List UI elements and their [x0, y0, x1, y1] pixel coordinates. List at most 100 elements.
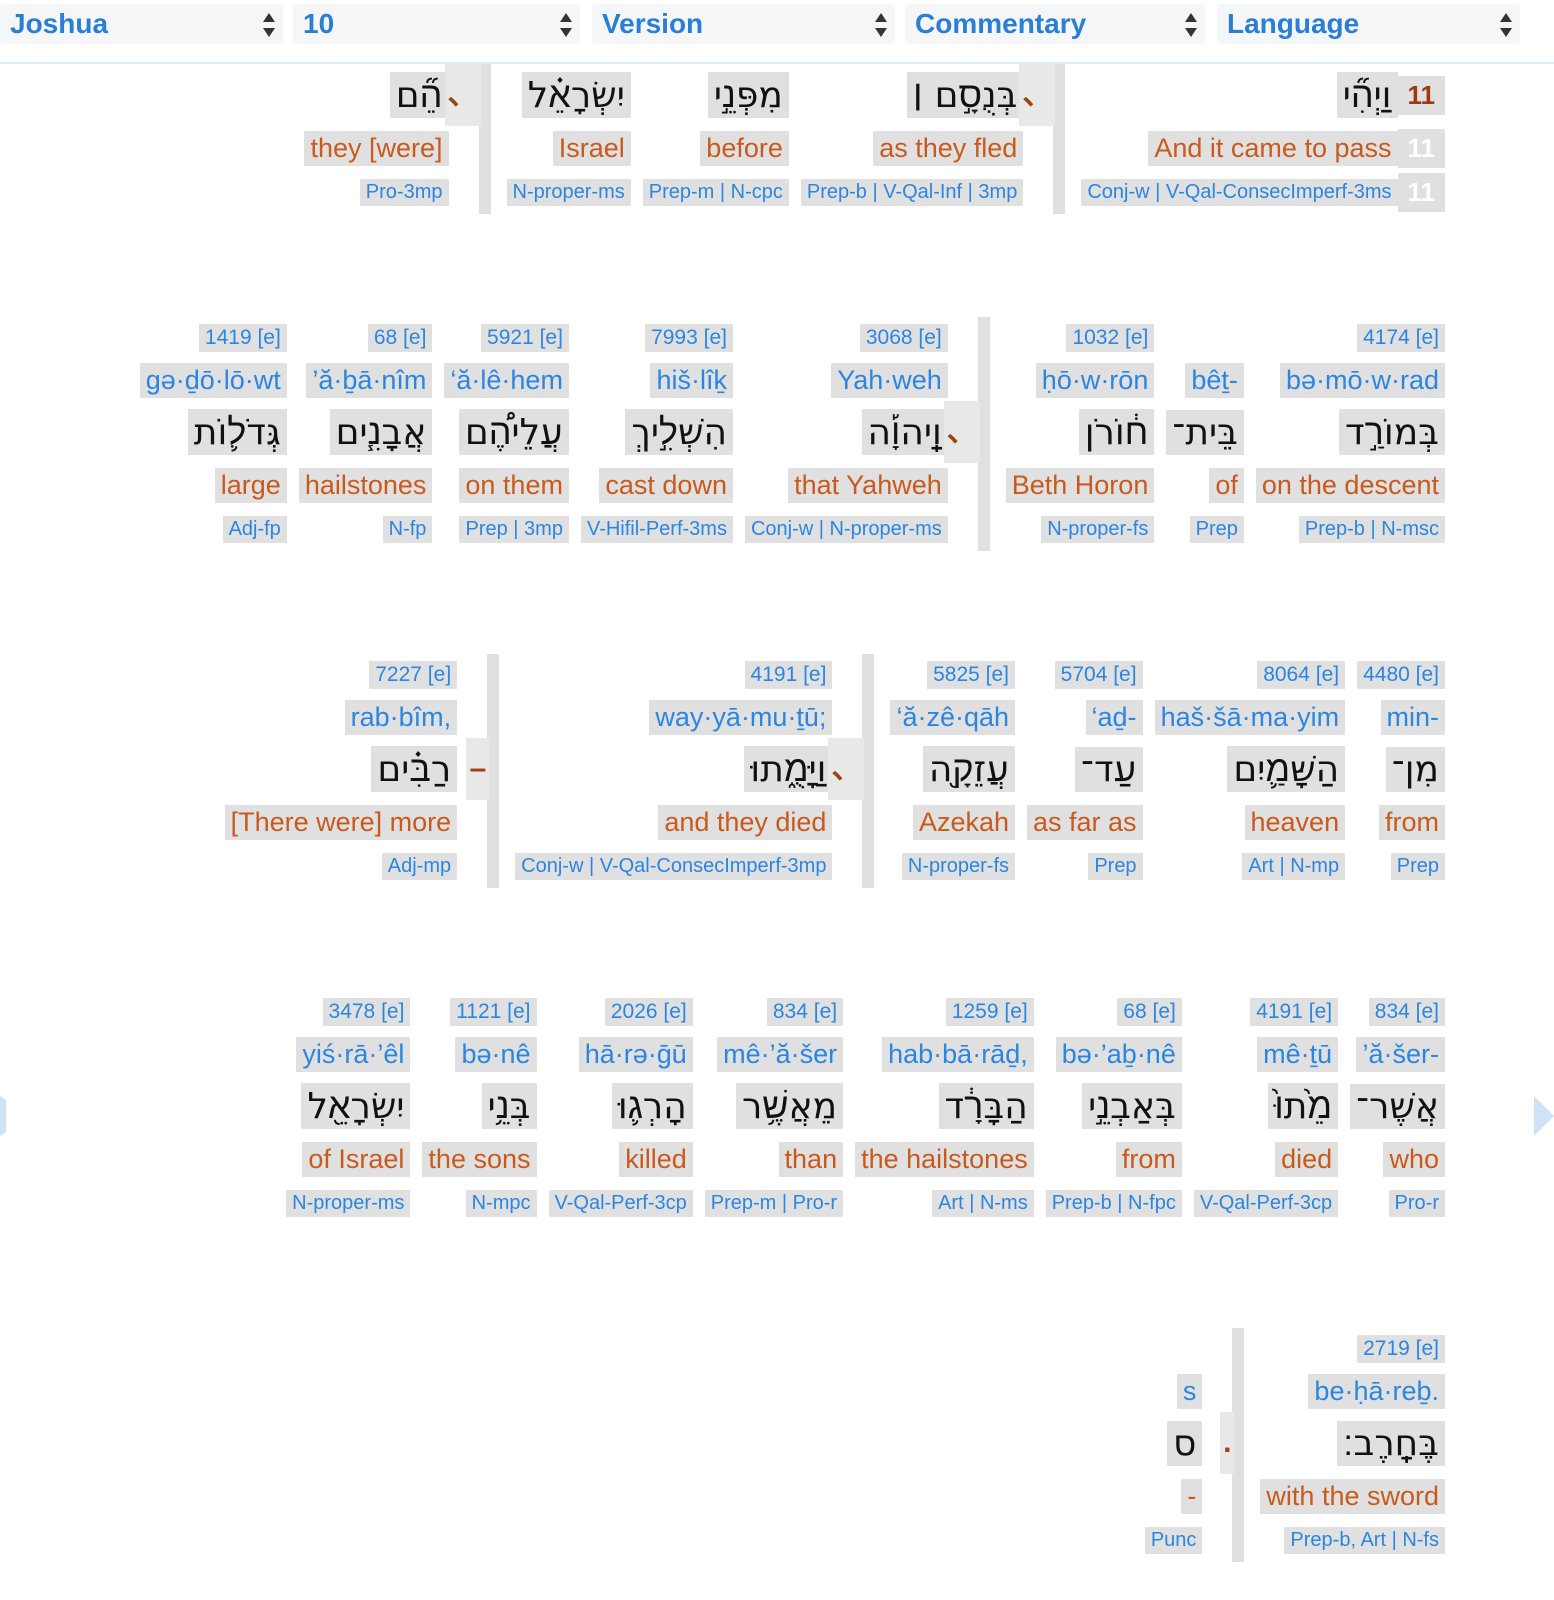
translit-slot: ‘ă·zê·qāh	[890, 696, 1016, 738]
punct-mark: .	[1220, 1412, 1235, 1474]
punct-bar	[1232, 1328, 1245, 1562]
morph-slot: Pro-r	[1388, 1181, 1445, 1225]
english: as far as	[1027, 804, 1143, 840]
morph: Conj-w | N-proper-ms	[744, 515, 948, 543]
select[interactable]: 10	[293, 4, 580, 44]
word: 1259 [e] hab·bā·rāḏ, הַבָּרָ֔ד the hailston…	[855, 991, 1034, 1225]
english-slot: killed	[619, 1137, 693, 1181]
translit: haš·šā·ma·yim	[1154, 699, 1346, 735]
strong: 7993 [e]	[645, 324, 733, 352]
translit-slot: hā·rə·ḡū	[578, 1033, 693, 1075]
strong: 4480 [e]	[1357, 661, 1445, 689]
english-slot: hailstones	[298, 463, 433, 507]
morph-slot: Conj-w | N-proper-ms	[744, 507, 948, 551]
morph-slot: Prep	[1088, 844, 1143, 888]
morph-slot: Prep-m | N-cpc	[642, 170, 789, 214]
strong-slot: 68 [e]	[1117, 991, 1182, 1033]
select-label: Language	[1227, 8, 1360, 39]
verse-row: 4480 [e] min- מִן־ from Prep 8064 [e] haš·šā·m…	[0, 654, 1445, 888]
translit-slot: min-	[1380, 696, 1445, 738]
translit: bə·mō·w·rad	[1279, 362, 1445, 398]
hebrew-slot: יִשְׂרָאֵ֖ל	[301, 1075, 411, 1137]
word: 5825 [e] ‘ă·zê·qāh עֲזֵקָ֖ה Azekah N-proper-…	[890, 654, 1016, 888]
morph-slot: Prep-b, Art | N-fs	[1284, 1518, 1445, 1562]
word: 5704 [e] ‘aḏ- עַד־ as far as Prep	[1027, 654, 1143, 888]
morph: Art | N-ms	[932, 1189, 1034, 1217]
next-arrow[interactable]	[1534, 1096, 1554, 1136]
morph-slot: Pro-3mp	[359, 170, 449, 214]
english: cast down	[599, 467, 733, 503]
morph: Prep | 3mp	[459, 515, 569, 543]
strong: 8064 [e]	[1257, 661, 1346, 689]
morph-slot: Punc	[1144, 1518, 1203, 1562]
translit: ‘ă·zê·qāh	[890, 699, 1016, 735]
morph: N-mpc	[465, 1189, 537, 1217]
verse-number: 11	[1397, 172, 1445, 212]
punct-mark: 、	[1019, 64, 1056, 126]
morph: N-proper-ms	[286, 1189, 411, 1217]
select[interactable]: Language	[1217, 4, 1520, 44]
punctuation: –	[466, 654, 503, 888]
strong: 5704 [e]	[1054, 661, 1143, 689]
select[interactable]: Commentary	[905, 4, 1205, 44]
word: 1121 [e] bə·nê בְּנֵ֥י the sons N-mpc	[422, 991, 537, 1225]
morph-slot: Prep	[1390, 844, 1445, 888]
morph-slot: N-proper-fs	[901, 844, 1016, 888]
select[interactable]: Version	[592, 4, 895, 44]
hebrew: מֵאֲשֶׁ֥ר	[735, 1083, 844, 1129]
english-slot: large	[214, 463, 287, 507]
english-slot: from	[1379, 800, 1445, 844]
english-slot: of	[1209, 463, 1244, 507]
strong: 68 [e]	[367, 324, 433, 352]
select-arrows	[263, 13, 275, 37]
english-slot: who	[1383, 1137, 1445, 1181]
hebrew: הֵ֞ם	[389, 72, 449, 118]
translit: min-	[1380, 699, 1445, 735]
hebrew: וַיְהִ֞י	[1336, 72, 1398, 118]
morph-slot: Prep	[1189, 507, 1244, 551]
strong: 7227 [e]	[369, 661, 458, 689]
strong-slot: 1259 [e]	[945, 991, 1034, 1033]
strong: 5921 [e]	[481, 324, 569, 352]
translit: hā·rə·ḡū	[578, 1036, 693, 1072]
strong-slot: 834 [e]	[766, 991, 844, 1033]
hebrew: ח֔וֹרֹן	[1078, 409, 1155, 455]
hebrew-slot: עֲלֵיהֶ֠ם	[458, 401, 569, 463]
english: than	[778, 1141, 844, 1177]
hebrew: עַד־	[1075, 746, 1143, 792]
hebrew-slot: אֲבָנִ֧ים	[329, 401, 433, 463]
hebrew-slot: מֵ֙תוּ֙	[1268, 1075, 1339, 1137]
word: 834 [e] ’ă·šer- אֲשֶׁר־ who Pro-r	[1350, 991, 1445, 1225]
word: bêṯ- בֵּית־ of Prep	[1166, 317, 1244, 551]
select-arrows	[1185, 13, 1197, 37]
translit-slot: gə·ḏō·lō·wt	[139, 359, 287, 401]
english: [There were] more	[224, 804, 458, 840]
english: they [were]	[304, 130, 449, 166]
english-slot: as far as	[1027, 800, 1143, 844]
morph-slot: Prep-b | N-msc	[1298, 507, 1445, 551]
translit: rab·bîm,	[344, 699, 458, 735]
select[interactable]: Joshua	[0, 4, 283, 44]
word: s ס - Punc	[1144, 1328, 1203, 1562]
verse-number: 11	[1397, 128, 1445, 168]
toolbar: Joshua 10 Version Commentary Language	[0, 0, 1554, 64]
strong: 3478 [e]	[322, 998, 411, 1026]
translit-slot: ’ă·ḇā·nîm	[306, 359, 433, 401]
strong-slot: 5921 [e]	[481, 317, 569, 359]
verse-number: 11	[1397, 75, 1445, 115]
strong: 4191 [e]	[1250, 998, 1339, 1026]
hebrew-slot: רַבִּ֗ים	[371, 738, 458, 800]
word: 7227 [e] rab·bîm, רַבִּ֗ים [There were] mor…	[224, 654, 458, 888]
prev-arrow[interactable]	[0, 1096, 6, 1136]
hebrew: בְּנֻסָ֣ם ׀	[906, 72, 1024, 118]
translit-slot: ḥō·w·rōn	[1035, 359, 1155, 401]
word: 4174 [e] bə·mō·w·rad בְּמוֹרַ֣ד on the desc…	[1255, 317, 1445, 551]
english: heaven	[1244, 804, 1346, 840]
strong: 5825 [e]	[927, 661, 1016, 689]
strong: 4174 [e]	[1357, 324, 1445, 352]
translit: mê·’ă·šer	[717, 1036, 844, 1072]
morph: Prep-b | N-fpc	[1045, 1189, 1182, 1217]
punctuation: .	[1214, 1328, 1248, 1562]
hebrew: הָרְג֛וּ	[611, 1083, 693, 1129]
morph: Prep	[1390, 852, 1445, 880]
